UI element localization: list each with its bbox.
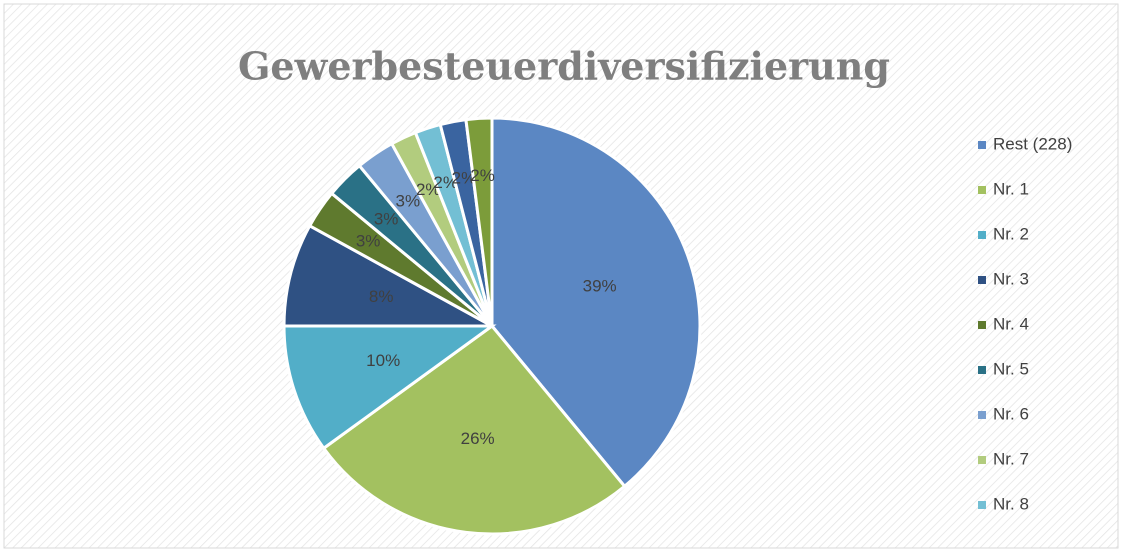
pie: 39%26%10%8%3%3%3%2%2%2%2% (282, 116, 702, 536)
legend-label: Nr. 3 (993, 269, 1029, 288)
legend-swatch (978, 366, 986, 374)
legend-swatch (978, 276, 986, 284)
legend-swatch (978, 186, 986, 194)
data-label: 3% (356, 231, 381, 250)
chart-title: Gewerbesteuerdiversifizierung (238, 44, 890, 89)
pie-slice (282, 223, 493, 328)
legend-label: Nr. 7 (993, 449, 1029, 468)
data-label: 3% (396, 192, 421, 211)
data-label: 26% (461, 429, 495, 448)
data-label: 2% (416, 180, 441, 199)
data-label: 10% (366, 351, 400, 370)
pie-slice (282, 324, 497, 451)
pie-slice (490, 116, 702, 489)
data-label: 3% (374, 210, 399, 229)
legend-label: Nr. 2 (993, 224, 1029, 243)
legend-label: Nr. 1 (993, 179, 1029, 198)
legend-label: Nr. 5 (993, 359, 1029, 378)
legend: Rest (228) Nr. 1 Nr. 2 Nr. 3 Nr. 4 Nr. 5 Nr. 6… (978, 134, 1072, 513)
legend-label: Nr. 4 (993, 314, 1029, 333)
legend-swatch (978, 411, 986, 419)
legend-swatch (978, 231, 986, 239)
data-label: 8% (369, 287, 394, 306)
legend-label: Rest (228) (993, 134, 1072, 153)
legend-swatch (978, 141, 986, 149)
pie-slice (464, 116, 494, 327)
data-label: 2% (452, 168, 477, 187)
legend-label: Nr. 6 (993, 404, 1029, 423)
data-label: 2% (470, 166, 495, 185)
legend-swatch (978, 501, 986, 509)
legend-swatch (978, 321, 986, 329)
legend-swatch (978, 456, 986, 464)
data-label: 2% (433, 173, 458, 192)
pie-slice (321, 323, 627, 536)
legend-label: Nr. 8 (993, 494, 1029, 513)
data-label: 39% (583, 277, 617, 296)
